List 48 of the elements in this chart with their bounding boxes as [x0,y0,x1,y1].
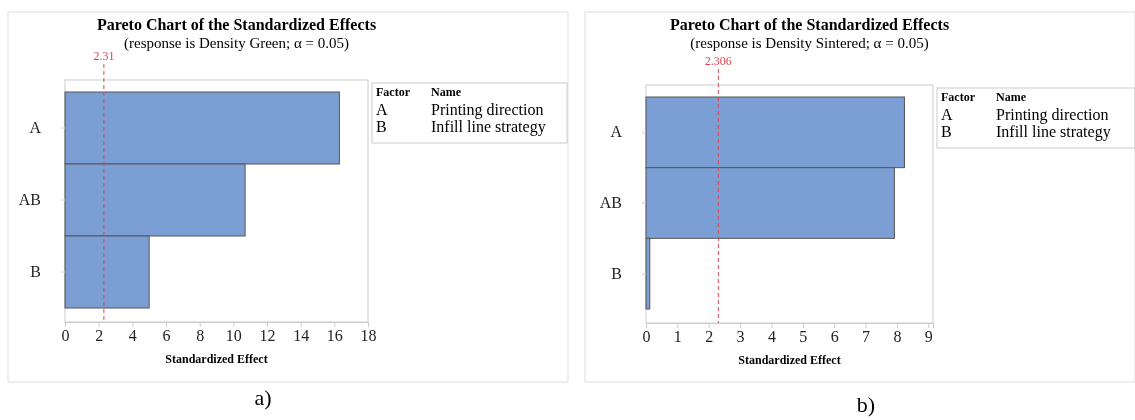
text: A [941,106,953,123]
x-tick-label: 12 [259,327,276,345]
text: Printing direction [996,106,1109,124]
y-tick-label: A [29,119,42,137]
text: Infill line strategy [996,123,1111,141]
text: Name [996,90,1027,104]
ref-line-label: 2.31 [93,49,115,63]
chart-title: Pareto Chart of the Standardized Effects [669,16,950,33]
y-tick-label: B [30,263,41,281]
text: a) [254,385,272,410]
text: Printing direction [431,101,544,119]
x-tick-label: 0 [61,327,70,345]
x-tick-label: 10 [225,327,242,345]
text: Factor [376,85,411,99]
ref-line-label: 2.306 [704,54,732,68]
x-tick-label: 3 [736,328,745,346]
x-tick-label: 4 [767,328,776,346]
x-axis-title: Standardized Effect [165,352,268,366]
chart-subtitle: (response is Density Green; α = 0.05) [123,35,350,52]
x-tick-label: 2 [705,328,714,346]
text: B [941,123,952,140]
text: Factor [941,90,976,104]
chart-subtitle: (response is Density Sintered; α = 0.05) [690,35,929,52]
text: A [376,101,388,118]
x-tick-label: 14 [293,327,310,345]
text: b) [856,392,876,417]
x-tick-label: 6 [830,328,839,346]
x-tick-label: 4 [128,327,137,345]
x-tick-label: 5 [799,328,808,346]
y-tick-label: A [610,123,623,141]
x-tick-label: 16 [326,327,343,345]
text: B [376,118,387,135]
x-tick-label: 6 [162,327,171,345]
y-tick-label: AB [599,194,622,212]
y-tick-label: B [611,264,622,282]
x-tick-label: 7 [862,328,871,346]
x-tick-label: 0 [642,328,651,346]
x-tick-label: 18 [360,327,377,345]
x-tick-label: 9 [924,328,933,346]
y-tick-label: AB [18,191,41,209]
x-axis-title: Standardized Effect [738,353,841,367]
x-tick-label: 8 [196,327,205,345]
x-tick-label: 1 [673,328,682,346]
x-tick-label: 8 [893,328,902,346]
text: Infill line strategy [431,118,546,136]
text: Name [431,85,462,99]
x-tick-label: 2 [95,327,104,345]
chart-title: Pareto Chart of the Standardized Effects [96,16,377,33]
